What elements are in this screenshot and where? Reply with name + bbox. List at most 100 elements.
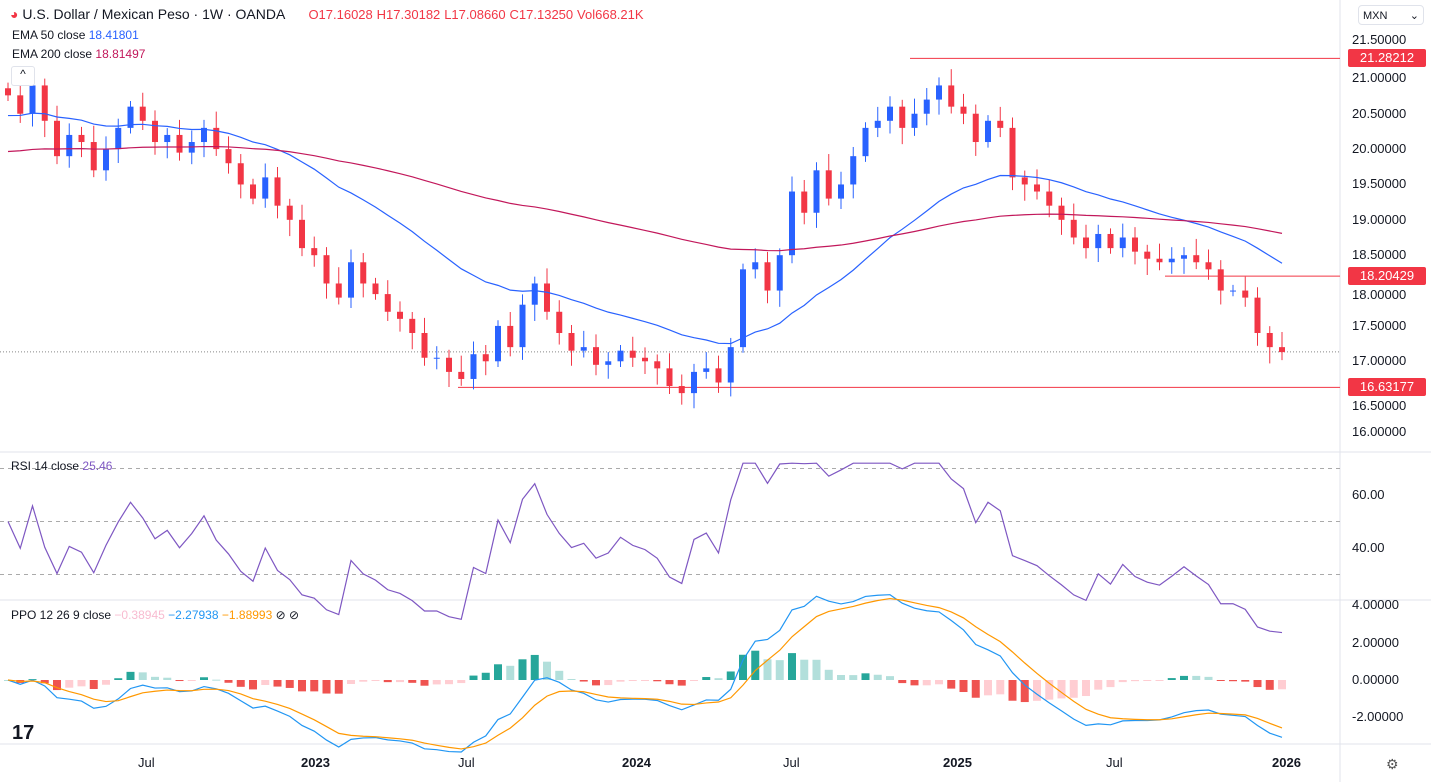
ppo-histogram-bar	[396, 680, 404, 683]
candle-body	[1168, 258, 1175, 263]
rsi-label: RSI 14 close	[11, 459, 80, 473]
candle-body	[642, 357, 648, 362]
candle-body	[593, 347, 599, 365]
candle-body	[691, 371, 697, 394]
ppo-histogram-bar	[677, 680, 686, 686]
rsi-legend[interactable]: RSI 14 close 25.46	[11, 459, 112, 473]
ppo-histogram-bar	[408, 680, 417, 683]
ppo-histogram-bar	[1008, 680, 1017, 701]
ppo-histogram-bar	[1278, 680, 1286, 690]
ppo-signal-value: −1.88993	[221, 608, 273, 622]
hidden-eye-icon[interactable]: ⊘ ⊘	[275, 608, 300, 622]
candle-body	[1107, 233, 1114, 249]
candle-body	[311, 248, 318, 256]
ppo-histogram-bar	[1143, 680, 1152, 681]
ppo-histogram-bar	[849, 675, 858, 680]
ppo-histogram-bar	[1131, 680, 1139, 682]
candle-body	[1070, 219, 1077, 238]
price-tick-label: 17.00000	[1352, 353, 1407, 369]
candle-body	[176, 134, 183, 153]
ppo-histogram-bar	[1167, 678, 1176, 680]
ppo-histogram-bar	[702, 677, 711, 680]
ppo-histogram-bar	[996, 680, 1005, 695]
candle-body	[103, 149, 109, 171]
level-price-badge: 18.20429	[1348, 267, 1426, 286]
ppo-histogram-bar	[530, 654, 539, 680]
ppo-histogram-bar	[236, 680, 245, 687]
candle-body	[789, 191, 795, 256]
candle-body	[409, 318, 416, 333]
ppo-histogram-bar	[126, 671, 135, 680]
ppo-histogram-bar	[592, 680, 600, 686]
symbol-title[interactable]: U.S. Dollar / Mexican Peso · 1W · OANDA	[22, 6, 285, 22]
candle-body	[323, 255, 330, 284]
candle-body	[139, 106, 146, 121]
candle-body	[1046, 191, 1053, 206]
ppo-histogram-bar	[89, 680, 98, 690]
ppo-histogram-bar	[53, 680, 61, 691]
symbol-logo-icon: ◕	[10, 6, 19, 22]
ema50-line	[7, 112, 1283, 345]
ppo-histogram-bar	[187, 680, 196, 681]
candle-body	[948, 85, 955, 107]
candle-body	[372, 283, 379, 295]
tradingview-logo[interactable]: 17	[12, 722, 35, 744]
candle-body	[838, 184, 844, 199]
ppo-histogram-bar	[273, 680, 282, 687]
ppo-histogram-bar	[138, 672, 147, 680]
price-tick-label: 18.00000	[1352, 287, 1407, 303]
candle-body	[544, 283, 550, 312]
candle-body	[1181, 255, 1187, 259]
candle-body	[495, 325, 501, 362]
time-axis-label: 2026	[1272, 755, 1301, 770]
ppo-histogram-bar	[922, 680, 931, 686]
time-axis-label: 2023	[301, 755, 330, 770]
candle-body	[972, 113, 979, 143]
ppo-histogram-bar	[1216, 680, 1225, 681]
ppo-histogram-bar	[359, 680, 368, 682]
candle-body	[580, 347, 587, 351]
time-axis-label: 2024	[622, 755, 651, 770]
rsi-line	[7, 462, 1283, 634]
candle-body	[1132, 237, 1138, 252]
candle-body	[446, 357, 452, 372]
candle-body	[507, 325, 514, 348]
ema200-legend[interactable]: EMA 200 close 18.81497	[12, 47, 145, 61]
ema50-legend[interactable]: EMA 50 close 18.41801	[12, 28, 139, 42]
ppo-histogram-bar	[1118, 680, 1127, 683]
ppo-histogram-bar	[1033, 680, 1041, 701]
ppo-tick-label: -2.00000	[1352, 709, 1404, 725]
ppo-histogram-bar	[322, 680, 331, 694]
candle-body	[1266, 332, 1273, 348]
ppo-histogram-bar	[285, 680, 294, 688]
settings-gear-icon[interactable]: ⚙	[1386, 756, 1399, 772]
ppo-hist-value: −0.38945	[114, 608, 165, 622]
ohlc-high: H17.30182	[376, 7, 441, 22]
ppo-histogram-bar	[739, 654, 747, 680]
ppo-histogram-bar	[555, 670, 564, 680]
ppo-histogram-bar	[1082, 680, 1090, 697]
candle-body	[78, 134, 85, 143]
candle-body	[568, 332, 575, 351]
ppo-histogram-bar	[824, 669, 833, 680]
time-axis-label: Jul	[138, 755, 155, 770]
currency-select[interactable]: MXN ⌄	[1358, 5, 1424, 25]
ppo-histogram-bar	[347, 680, 355, 684]
candle-body	[752, 262, 759, 270]
candle-body	[90, 142, 97, 171]
candle-body	[54, 120, 60, 157]
ppo-histogram-bar	[249, 680, 257, 690]
ppo-histogram-bar	[420, 680, 429, 686]
candle-body	[629, 350, 636, 358]
candle-body	[237, 163, 244, 185]
ppo-histogram-bar	[383, 680, 392, 683]
candle-body	[678, 386, 685, 394]
candle-body	[433, 357, 440, 359]
ppo-legend[interactable]: PPO 12 26 9 close −0.38945 −2.27938 −1.8…	[11, 608, 299, 622]
currency-value: MXN	[1363, 10, 1388, 22]
ppo-histogram-bar	[224, 680, 233, 683]
ppo-histogram-bar	[371, 680, 380, 681]
ppo-histogram-bar	[910, 680, 919, 686]
collapse-legend-button[interactable]: ^	[11, 66, 35, 86]
